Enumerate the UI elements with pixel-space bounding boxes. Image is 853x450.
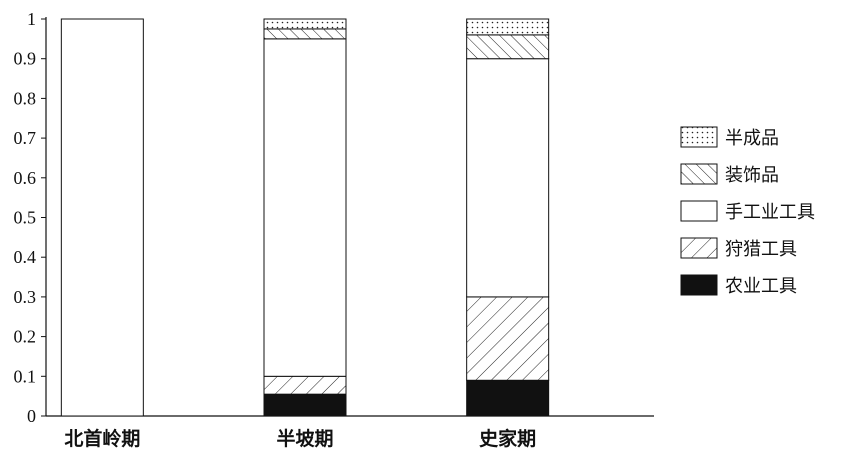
legend-label: 狩猎工具	[725, 239, 797, 260]
bars	[60, 18, 550, 417]
x-category-label: 史家期	[479, 427, 536, 450]
y-tick-label: 1	[27, 9, 36, 29]
y-tick-label: 0.4	[14, 247, 37, 267]
legend-swatch	[680, 274, 718, 296]
bar-segment	[466, 34, 550, 60]
legend-swatch	[680, 126, 718, 148]
y-tick-label: 0.8	[14, 88, 37, 108]
bar-segment	[263, 38, 347, 377]
bar-segment	[263, 393, 347, 417]
legend-swatch	[680, 163, 718, 185]
bar-segment	[466, 58, 550, 298]
y-tick-label: 0.7	[14, 128, 37, 148]
bar-segment	[466, 296, 550, 381]
y-tick-label: 0.9	[14, 49, 37, 69]
x-category-label: 半坡期	[276, 427, 333, 450]
y-tick-label: 0	[27, 406, 36, 426]
bar-segment	[466, 18, 550, 36]
y-tick-label: 0.3	[14, 287, 37, 307]
y-tick-label: 0.2	[14, 327, 37, 347]
bar-segment	[60, 18, 144, 417]
legend-label: 手工业工具	[725, 202, 815, 223]
legend-swatch	[680, 200, 718, 222]
bar-segment	[263, 375, 347, 395]
legend-label: 半成品	[725, 128, 779, 149]
x-category-label: 北首岭期	[64, 427, 140, 450]
bar-segment	[263, 18, 347, 30]
y-tick-label: 0.6	[14, 168, 37, 188]
axes: 0 0.1 0.2 0.3 0.4 0.5 0.6 0.7 0.8 0.9 1 北首岭期 半坡期 史家期	[14, 9, 654, 450]
y-tick-label: 0.1	[14, 366, 37, 386]
bar-segment	[466, 379, 550, 417]
legend-swatch	[680, 237, 718, 259]
legend-label: 装饰品	[725, 165, 779, 186]
legend-label: 农业工具	[725, 276, 797, 297]
y-tick-label: 0.5	[14, 208, 37, 228]
bar-segment	[263, 28, 347, 40]
